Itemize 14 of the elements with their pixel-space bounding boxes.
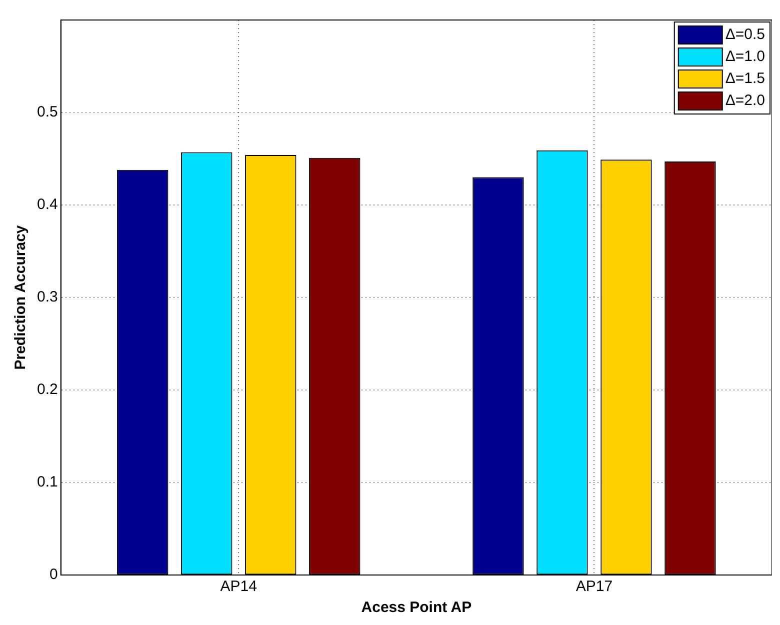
- y-tick-label: 0.4: [36, 196, 58, 214]
- y-tick-label: 0.3: [36, 288, 58, 306]
- y-tick-label: 0.1: [36, 474, 58, 491]
- x-tick-label: AP14: [220, 578, 257, 596]
- legend-label: Δ=1.5: [725, 70, 766, 88]
- legend-label: Δ=1.0: [725, 48, 766, 66]
- y-axis-title: Prediction Accuracy: [12, 224, 30, 370]
- legend-label: Δ=2.0: [725, 92, 766, 110]
- y-tick-label: 0.2: [36, 381, 58, 398]
- y-tick-label: 0.5: [36, 104, 58, 121]
- y-tick-label: 0: [50, 566, 58, 584]
- x-axis-title: Acess Point AP: [361, 599, 472, 616]
- legend-label: Δ=0.5: [725, 26, 766, 44]
- x-tick-label: AP17: [576, 578, 613, 596]
